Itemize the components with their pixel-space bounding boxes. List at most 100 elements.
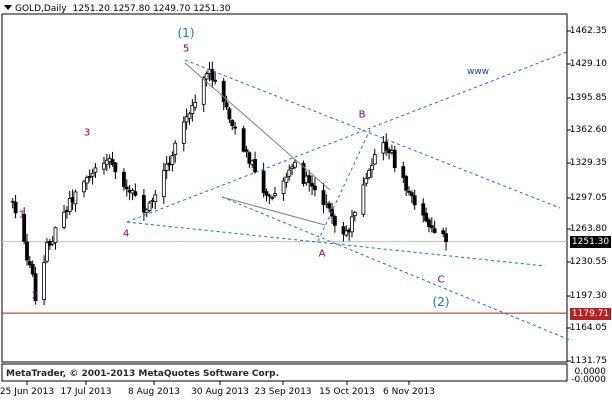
ohlc-open: 1251.20 <box>72 4 110 14</box>
current-price-tag: 1251.30 <box>570 236 611 248</box>
channel-line-upper <box>184 62 331 191</box>
candle-body <box>147 202 152 211</box>
candle-body <box>429 225 434 229</box>
y-tick-label: 1263.80 <box>569 224 607 234</box>
candle-body <box>93 167 98 173</box>
symbol-timeframe: GOLD,Daily <box>15 4 67 14</box>
candle-body <box>341 226 346 235</box>
candle-body <box>204 73 209 80</box>
wave-label-1: 1 <box>18 209 26 221</box>
candle-body <box>293 161 297 168</box>
trendline <box>221 196 571 341</box>
candle-body <box>307 175 312 184</box>
candle-body <box>261 170 266 194</box>
wave-label-4: 4 <box>122 228 130 240</box>
candle-body <box>407 190 411 193</box>
candle-body <box>221 80 226 103</box>
trendline <box>126 221 546 267</box>
indicator-bottom-value: -0.0000 <box>571 375 606 385</box>
candle-body <box>444 233 448 243</box>
x-tick-label: 15 Oct 2013 <box>319 387 375 397</box>
candle-body <box>184 116 189 123</box>
candle-body <box>401 166 406 178</box>
candle-body <box>33 273 38 302</box>
support-level-tag: 1179.71 <box>570 308 611 320</box>
ohlc-high: 1257.80 <box>112 4 151 14</box>
candle-body <box>247 152 252 164</box>
x-tick-label: 8 Aug 2013 <box>128 387 180 397</box>
candle-body <box>45 242 49 262</box>
candle-body <box>427 219 431 228</box>
candle-body <box>210 69 215 81</box>
candle-body <box>313 185 317 191</box>
candle-body <box>270 196 275 199</box>
menu-triangle-icon[interactable] <box>4 5 12 10</box>
candle-body <box>264 191 269 196</box>
candle-body <box>241 128 246 152</box>
www-label: www <box>466 67 490 77</box>
main-plot-frame <box>1 13 568 363</box>
candle-body <box>344 230 349 236</box>
candle-body <box>141 195 146 213</box>
candle-body <box>170 155 175 165</box>
candle-body <box>104 159 109 165</box>
candle-body <box>350 216 354 233</box>
candle-body <box>25 241 29 261</box>
candle-body <box>287 169 292 177</box>
candle-body <box>233 126 238 129</box>
candle-body <box>161 170 166 197</box>
candle-body <box>284 176 289 183</box>
candle-body <box>267 194 272 197</box>
x-tick-label: 23 Sep 2013 <box>254 387 312 397</box>
ohlc-close: 1251.30 <box>193 4 231 14</box>
x-tick-label: 17 Jul 2013 <box>60 387 112 397</box>
candle-body <box>290 166 295 169</box>
wave-label-5: 5 <box>182 43 190 55</box>
candle-body <box>173 142 178 155</box>
candle-body <box>193 102 198 108</box>
y-tick-label: 1429.10 <box>569 59 607 69</box>
candle-body <box>392 149 397 169</box>
candle-body <box>122 171 126 187</box>
candle-body <box>421 203 426 216</box>
candle-body <box>227 108 232 120</box>
candle-body <box>113 162 118 173</box>
candle-body <box>62 211 66 228</box>
indicator-label: MetaTrader, © 2001-2013 MetaQuotes Softw… <box>6 369 280 379</box>
candle-body <box>384 141 389 151</box>
y-tick-label: 1164.05 <box>569 323 607 333</box>
y-tick-label: 1395.85 <box>569 93 607 103</box>
candle-body <box>90 172 95 177</box>
wave-label-2: 2 <box>31 290 39 302</box>
candle-body <box>110 158 115 166</box>
candle-body <box>22 214 27 242</box>
candle-body <box>124 186 129 190</box>
indicator-frame <box>1 363 568 382</box>
candle-body <box>364 178 369 184</box>
y-tick-label: 1297.05 <box>569 193 607 203</box>
candle-body <box>53 227 58 243</box>
x-tick-label: 6 Nov 2013 <box>383 387 435 397</box>
wave-label-3: 3 <box>83 127 91 139</box>
candle-body <box>330 208 334 217</box>
candle-body <box>10 200 15 203</box>
y-tick-label: 1197.30 <box>569 291 607 301</box>
x-tick-label: 25 Jun 2013 <box>0 387 55 397</box>
candle-body <box>432 228 437 233</box>
wave-label-a: A <box>318 248 326 260</box>
candle-body <box>201 77 206 105</box>
candle-body <box>190 105 195 114</box>
cycle-wave-label-2: (2) <box>432 295 450 309</box>
trendline <box>184 59 561 209</box>
channel-line-lower <box>221 196 326 226</box>
candle-body <box>281 180 286 194</box>
candle-body <box>412 195 417 206</box>
candle-body <box>372 154 377 165</box>
candle-body <box>42 262 47 301</box>
candle-body <box>224 102 229 108</box>
candle-body <box>327 203 332 209</box>
candle-body <box>30 264 35 275</box>
candle-body <box>321 190 326 205</box>
candle-body <box>213 79 218 82</box>
